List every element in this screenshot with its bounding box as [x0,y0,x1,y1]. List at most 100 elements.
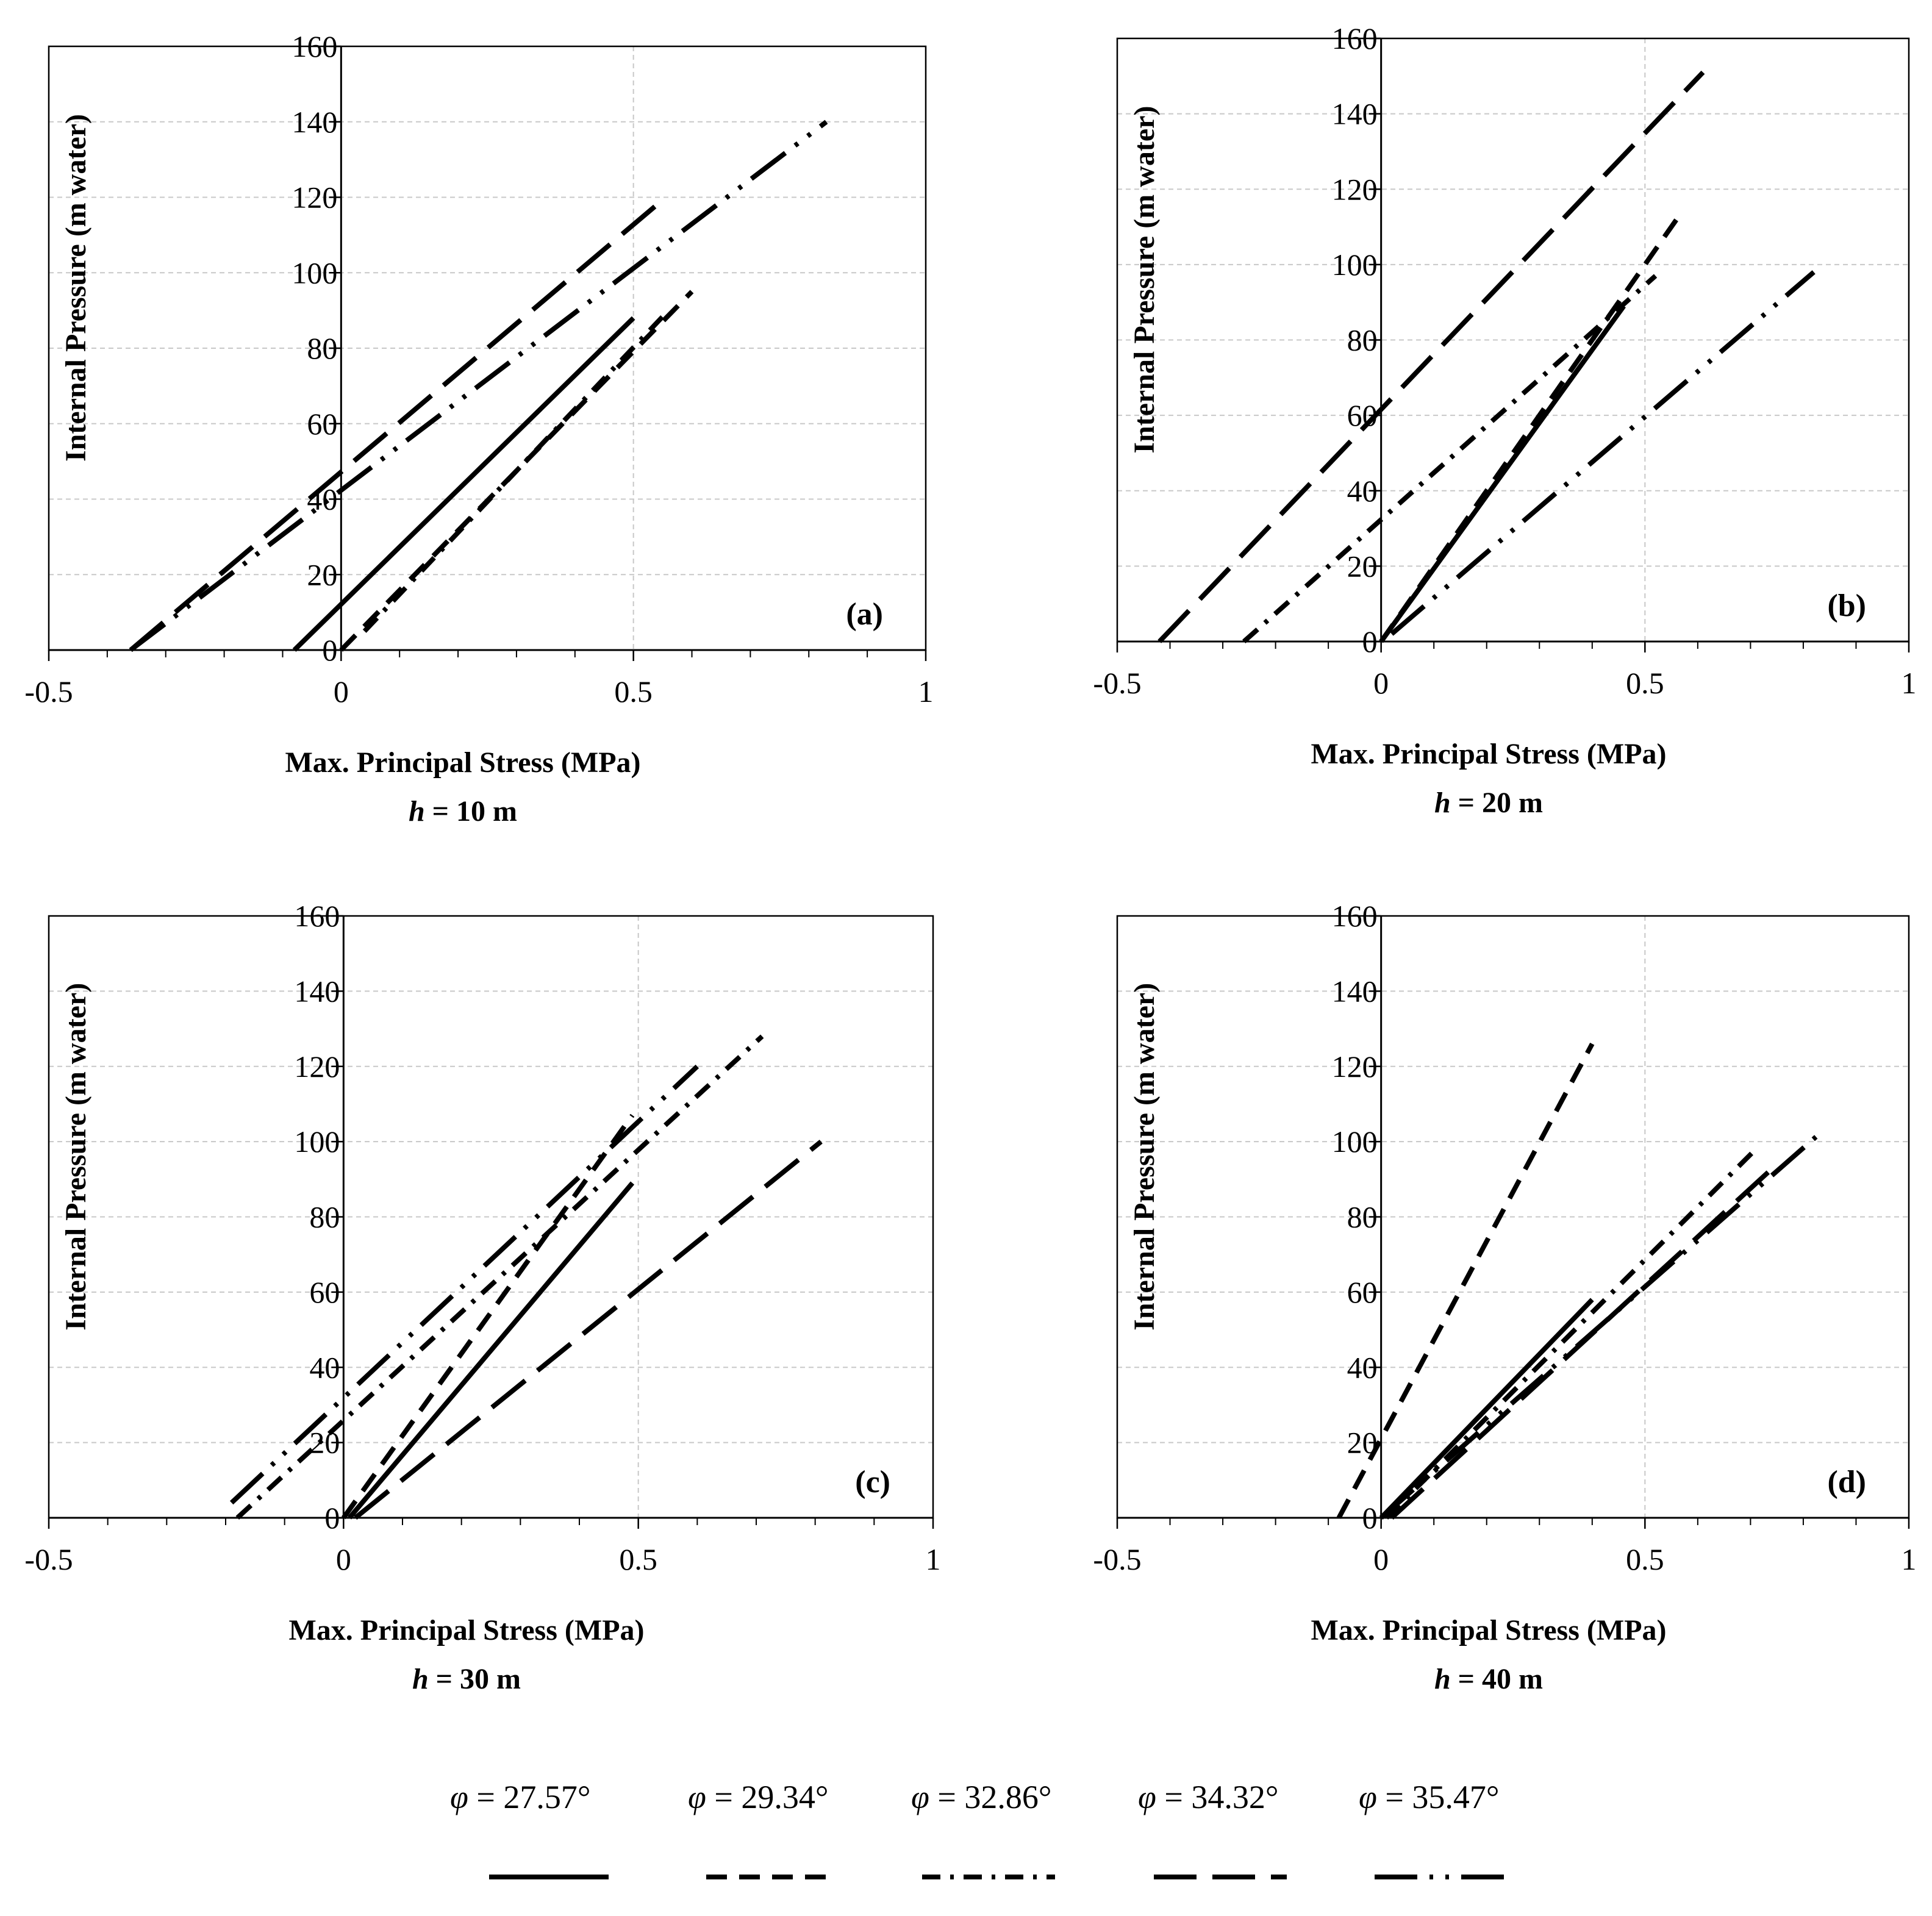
y-tick-label: 100 [1332,1124,1378,1159]
y-tick-label: 140 [1332,97,1378,131]
series-line-3 [362,309,671,633]
y-tick-label: 160 [292,29,337,63]
series-line-2 [1379,210,1684,643]
x-tick-label: 1 [1902,1542,1917,1576]
subtitle-variable: h [1434,787,1451,819]
subtitle-value: = 30 m [429,1663,521,1695]
y-tick-label: 160 [294,899,340,933]
x-tick-label: -0.5 [1093,666,1141,700]
y-tick-label: 120 [1332,1049,1378,1084]
x-tick-label: -0.5 [24,1542,73,1576]
series-line-5 [1379,1132,1821,1520]
legend-symbol: φ [450,1779,468,1815]
panel-subtitle: h = 20 m [1434,787,1543,819]
y-tick-label: 160 [1332,21,1378,55]
y-axis-title: Internal Pressure (m water) [1128,983,1161,1331]
series-line-1 [1379,304,1626,643]
y-tick-label: 40 [1347,474,1378,508]
x-tick-label: 1 [926,1542,941,1576]
x-tick-label: 0.5 [1626,1542,1664,1576]
y-tick-label: 140 [1332,974,1378,1008]
legend-symbol: φ [1138,1779,1156,1815]
y-axis-title: Internal Pressure (m water) [60,983,92,1331]
series-line-5 [229,1064,699,1505]
series-line-4 [129,202,659,652]
panel-tag: (d) [1827,1465,1866,1500]
legend-item: φ = 29.34° [688,1779,832,1879]
subtitle-value: = 40 m [1451,1663,1543,1695]
series-line-5 [129,120,828,652]
subtitle-value: = 10 m [425,795,517,828]
legend-value: = 35.47° [1377,1779,1500,1815]
legend-label: φ = 34.32° [1138,1779,1278,1815]
series-line-1 [1379,1298,1594,1520]
legend-item: φ = 32.86° [911,1779,1055,1879]
series-line-3 [1384,1147,1758,1520]
y-tick-label: 40 [309,1350,340,1384]
legend: φ = 27.57° φ = 29.34° φ = 32.86° φ = 34.32°… [450,1779,1508,1879]
legend-symbol: φ [911,1779,929,1815]
panel-subtitle: h = 10 m [409,795,517,828]
y-tick-label: 0 [324,1501,340,1535]
subtitle-variable: h [409,795,425,828]
legend-label: φ = 32.86° [911,1779,1051,1815]
x-axis-title: Max. Principal Stress (MPa) [288,1614,644,1646]
legend-value: = 32.86° [929,1779,1052,1815]
legend-item: φ = 34.32° [1138,1779,1287,1879]
subtitle-variable: h [1434,1663,1451,1695]
series-line-3 [235,1034,764,1520]
legend-item: φ = 35.47° [1359,1779,1508,1879]
y-tick-label: 20 [307,557,337,592]
x-tick-label: 0.5 [614,674,653,709]
x-tick-label: -0.5 [24,674,73,709]
x-axis-title: Max. Principal Stress (MPa) [1311,1614,1666,1646]
panel-tag: (b) [1827,588,1866,623]
x-axis-title: Max. Principal Stress (MPa) [1311,738,1666,770]
x-axis-title: Max. Principal Stress (MPa) [285,746,640,779]
series-line-5 [1390,270,1816,636]
y-tick-label: 40 [1347,1350,1378,1384]
y-tick-label: 0 [322,633,337,667]
y-tick-label: 120 [292,181,337,215]
x-tick-label: 0 [1373,1542,1389,1576]
x-tick-label: 0 [336,1542,351,1576]
y-tick-label: 140 [292,105,337,139]
panel-subtitle: h = 40 m [1434,1663,1543,1695]
panel-tag: (a) [846,597,883,632]
y-axis-title: Internal Pressure (m water) [60,114,92,462]
x-tick-label: 0.5 [619,1542,657,1576]
x-tick-label: -0.5 [1093,1542,1141,1576]
y-tick-label: 80 [1347,1200,1378,1234]
y-tick-label: 60 [309,1275,340,1309]
y-tick-label: 140 [294,974,340,1008]
legend-symbol: φ [1359,1779,1377,1815]
legend-value: = 27.57° [468,1779,591,1815]
y-tick-label: 100 [294,1124,340,1159]
x-tick-label: 1 [918,674,934,709]
legend-label: φ = 27.57° [450,1779,590,1815]
legend-label: φ = 35.47° [1359,1779,1499,1815]
legend-label: φ = 29.34° [688,1779,828,1815]
y-tick-label: 120 [1332,172,1378,206]
subtitle-variable: h [412,1663,429,1695]
legend-value: = 34.32° [1156,1779,1279,1815]
y-tick-label: 60 [307,407,337,441]
legend-item: φ = 27.57° [450,1779,609,1879]
x-tick-label: 0.5 [1626,666,1664,700]
y-tick-label: 80 [309,1200,340,1234]
x-tick-label: 0 [1373,666,1389,700]
series-line-1 [292,316,635,652]
panel-subtitle: h = 30 m [412,1663,521,1695]
y-tick-label: 20 [1347,549,1378,583]
legend-value: = 29.34° [706,1779,829,1815]
y-tick-label: 120 [294,1049,340,1084]
series-line-2 [1336,1042,1595,1519]
y-tick-label: 0 [1362,1501,1378,1535]
series-line-2 [342,1113,635,1520]
